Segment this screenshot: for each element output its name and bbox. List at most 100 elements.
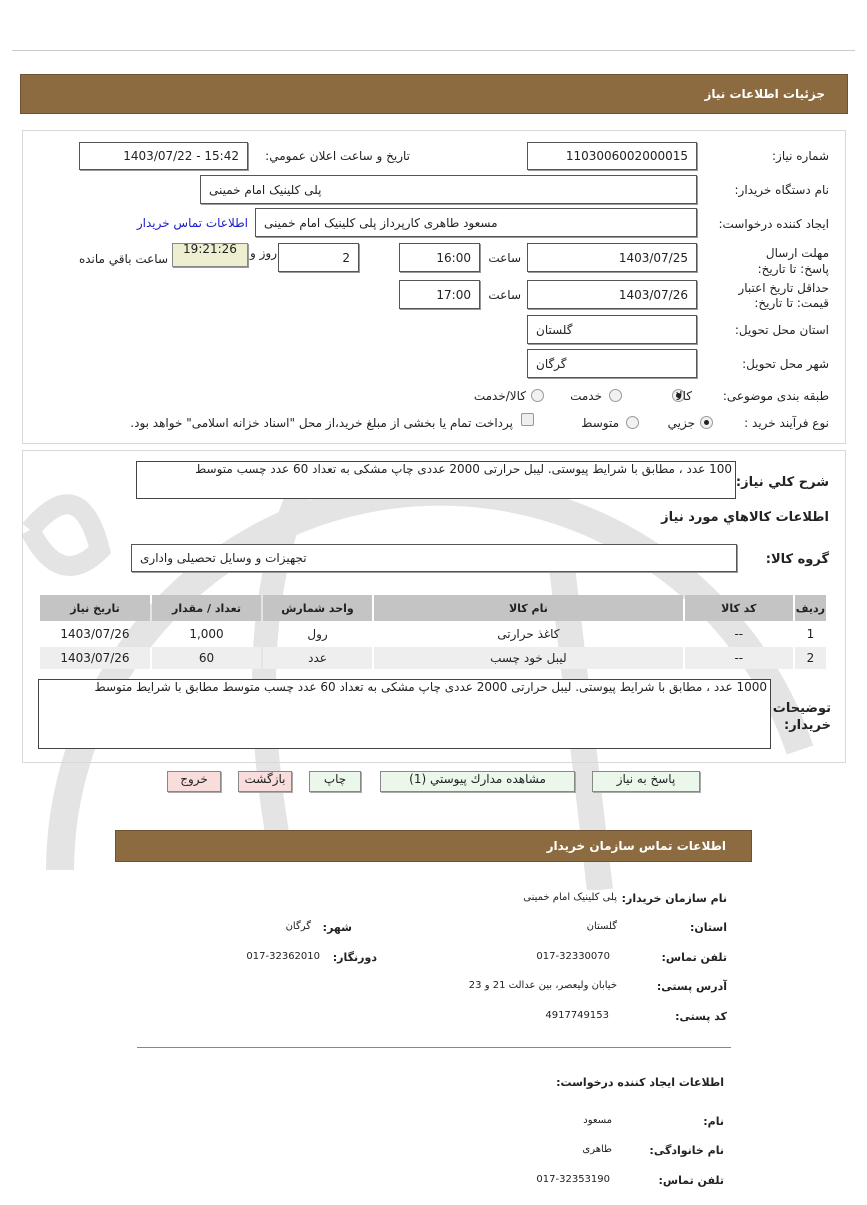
validity-hour-label: ساعت — [488, 288, 521, 302]
col-unit: واحد شمارش — [263, 595, 372, 621]
col-need-date: تاریخ نیاز — [40, 595, 150, 621]
creator-name-value: مسعود — [583, 1115, 612, 1126]
goods-section-title: اطلاعات کالاهاي مورد نياز — [661, 510, 829, 525]
exit-button[interactable]: خروج — [167, 771, 221, 792]
postal-code-value: 4917749153 — [545, 1010, 609, 1021]
cell-goods-code: -- — [684, 647, 793, 669]
col-goods-name: نام کالا — [374, 595, 683, 621]
contact-city-label: شهر: — [322, 921, 352, 934]
buyer-org-field: پلی کلینیک امام خمینی — [200, 175, 697, 204]
table-row: 1 -- کاغذ حرارتی رول 1,000 1403/07/26 — [40, 623, 826, 645]
back-button[interactable]: بازگشت — [238, 771, 292, 792]
buyer-contact-title: اطلاعات تماس سازمان خریدار — [546, 839, 726, 853]
city-label: شهر محل تحويل: — [742, 357, 829, 371]
top-divider — [12, 50, 855, 51]
summary-textarea[interactable]: 100 عدد ، مطابق با شرایط پیوستی. لیبل حر… — [136, 461, 736, 499]
buyer-org-label: نام دستگاه خريدار: — [734, 183, 830, 197]
need-number-label: شماره نیاز: — [772, 149, 829, 163]
print-button[interactable]: چاپ — [309, 771, 361, 792]
category-option-goods-service: کالا/خدمت — [473, 389, 526, 403]
category-radio-goods-service[interactable] — [531, 389, 544, 402]
phone-value: 017-32330070 — [536, 951, 610, 962]
cell-unit: عدد — [263, 647, 372, 669]
org-label: نام سازمان خریدار: — [621, 892, 727, 905]
time-left-field: 19:21:26 — [172, 243, 248, 267]
category-option-goods: کالا — [675, 389, 692, 403]
contact-province-label: استان: — [690, 921, 727, 934]
col-row-number: رديف — [794, 595, 826, 621]
postal-code-label: کد پستی: — [675, 1010, 727, 1023]
buyer-contact-link[interactable]: اطلاعات تماس خريدار — [136, 216, 248, 230]
col-quantity: تعداد / مقدار — [152, 595, 261, 621]
process-label: نوع فرآیند خرید : — [744, 416, 829, 430]
cell-need-date: 1403/07/26 — [40, 647, 150, 669]
buyer-notes-textarea[interactable]: 1000 عدد ، مطابق با شرایط پیوستی. لیبل ح… — [38, 679, 771, 749]
org-value: پلی کلینیک امام خمینی — [523, 892, 617, 903]
category-option-service: خدمت — [570, 389, 602, 403]
buyer-contact-header: اطلاعات تماس سازمان خریدار — [115, 830, 752, 862]
cell-unit: رول — [307, 627, 328, 641]
contact-divider — [137, 1047, 731, 1048]
creator-label: ایجاد کننده درخواست: — [718, 217, 829, 231]
deadline-date-field: 1403/07/25 — [527, 243, 697, 272]
cell-need-date: 1403/07/26 — [60, 627, 130, 641]
goods-group-label: گروه کالا: — [765, 552, 829, 567]
process-radio-medium[interactable] — [626, 416, 639, 429]
summary-label: شرح کلي نياز: — [735, 475, 829, 490]
view-attachments-button[interactable]: مشاهده مدارك پيوستي (1) — [380, 771, 575, 792]
contact-city-value: گرگان — [285, 921, 311, 932]
creator-field: مسعود طاهری کارپرداز پلی کلینیک امام خمی… — [255, 208, 697, 237]
category-label: طبقه بندی موضوعی: — [722, 389, 829, 403]
time-left-label: ساعت باقي مانده — [78, 252, 168, 266]
announce-label: تاریخ و ساعت اعلان عمومي: — [265, 149, 410, 163]
cell-row-number: 2 — [794, 647, 826, 669]
creator-phone-value: 017-32353190 — [536, 1174, 610, 1185]
process-option-medium: متوسط — [581, 416, 619, 430]
table-row: 2 -- لیبل خود چسب عدد 60 1403/07/26 — [40, 647, 826, 669]
creator-info-title: اطلاعات ایجاد کننده درخواست: — [556, 1076, 724, 1089]
cell-goods-name: لیبل خود چسب — [374, 647, 683, 669]
announce-field: 1403/07/22 - 15:42 — [79, 142, 248, 170]
deadline-hour-label: ساعت — [488, 251, 521, 265]
days-left-field: 2 — [278, 243, 359, 272]
creator-phone-label: تلفن تماس: — [658, 1174, 724, 1187]
city-field: گرگان — [527, 349, 697, 378]
table-header-row: رديف کد کالا نام کالا واحد شمارش تعداد /… — [40, 595, 826, 621]
page-header-bar: جزئیات اطلاعات نیاز — [20, 74, 848, 114]
creator-family-label: نام خانوادگی: — [649, 1144, 724, 1157]
days-and-label: روز و — [250, 246, 277, 260]
province-label: استان محل تحويل: — [734, 323, 829, 337]
fax-label: دورنگار: — [332, 951, 377, 964]
province-field: گلستان — [527, 315, 697, 344]
goods-details-panel — [22, 450, 846, 763]
cell-quantity: 60 — [152, 647, 261, 669]
process-radio-minor[interactable] — [700, 416, 713, 429]
contact-province-value: گلستان — [586, 921, 617, 932]
fax-value: 017-32362010 — [246, 951, 320, 962]
need-info-panel — [22, 130, 846, 444]
process-option-minor: جزيي — [667, 416, 695, 430]
deadline-label: مهلت ارسال پاسخ: تا تاریخ: — [757, 246, 829, 276]
treasury-payment-checkbox[interactable] — [521, 413, 534, 426]
validity-time-field: 17:00 — [399, 280, 480, 309]
creator-family-value: طاهری — [582, 1144, 612, 1155]
cell-goods-name: کاغذ حرارتی — [497, 627, 560, 641]
page-title: جزئیات اطلاعات نیاز — [704, 87, 825, 101]
phone-label: تلفن تماس: — [661, 951, 727, 964]
category-radio-goods[interactable] — [672, 389, 685, 402]
reply-button[interactable]: پاسخ به نياز — [592, 771, 700, 792]
cell-quantity: 1,000 — [189, 627, 224, 641]
cell-row-number: 1 — [806, 627, 815, 641]
address-label: آدرس پستی: — [656, 980, 727, 993]
creator-name-label: نام: — [703, 1115, 724, 1128]
cell-goods-code: -- — [734, 627, 744, 641]
need-number-field: 1103006002000015 — [527, 142, 697, 170]
treasury-payment-note: پرداخت تمام یا بخشی از مبلغ خرید،از محل … — [130, 416, 513, 430]
goods-table: رديف کد کالا نام کالا واحد شمارش تعداد /… — [38, 593, 828, 671]
address-value: خیابان ولیعصر، بین عدالت 21 و 23 — [468, 980, 617, 991]
category-radio-service[interactable] — [609, 389, 622, 402]
validity-label: حداقل تاريخ اعتبار قيمت: تا تاريخ: — [738, 281, 829, 310]
col-goods-code: کد کالا — [684, 595, 793, 621]
goods-group-field: تجهیزات و وسایل تحصیلی واداری — [131, 544, 737, 572]
validity-date-field: 1403/07/26 — [527, 280, 697, 309]
